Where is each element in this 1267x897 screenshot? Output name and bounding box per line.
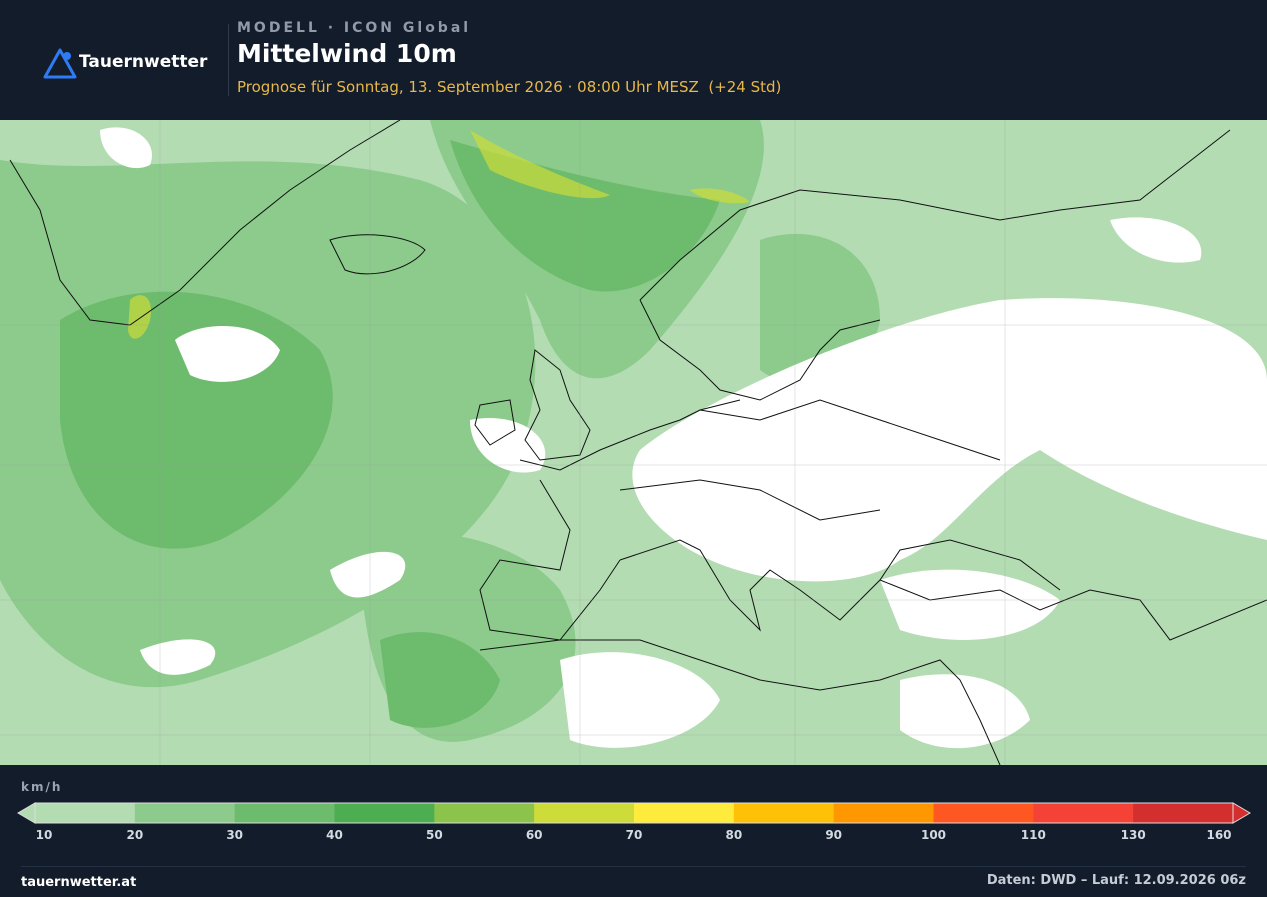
scale-tick-label: 110: [1021, 828, 1046, 842]
brand[interactable]: Tauernwetter: [79, 52, 208, 72]
scale-tick-label: 30: [226, 828, 243, 842]
scale-segment: [134, 803, 236, 823]
scale-tick-label: 100: [921, 828, 946, 842]
scale-segment: [35, 803, 136, 823]
scale-segment: [334, 803, 435, 823]
scale-tick-label: 80: [725, 828, 742, 842]
model-label: MODELL · ICON Global: [237, 20, 472, 36]
forecast-time: Prognose für Sonntag, 13. September 2026…: [237, 78, 782, 96]
scale-segment: [434, 803, 535, 823]
legend-unit: km/h: [21, 780, 63, 794]
data-source: Daten: DWD – Lauf: 12.09.2026 06z: [986, 873, 1246, 888]
scale-tick-label: 60: [526, 828, 543, 842]
scale-segment: [1133, 803, 1234, 823]
scale-tick-label: 20: [126, 828, 143, 842]
scale-segment: [833, 803, 934, 823]
scale-tick-label: 130: [1121, 828, 1146, 842]
wind-map: [0, 120, 1267, 765]
scale-tick-label: 160: [1206, 828, 1231, 842]
scale-tick-label: 70: [626, 828, 643, 842]
header: Tauernwetter MODELL · ICON Global Mittel…: [0, 0, 1267, 120]
divider: [228, 24, 229, 96]
map-title: Mittelwind 10m: [237, 39, 457, 68]
scale-segment: [634, 803, 735, 823]
color-scale: 10 20 30 40 50 60 70 80 90 100 110 130 160: [17, 802, 1251, 842]
scale-tick-label: 40: [326, 828, 343, 842]
scale-segment: [534, 803, 635, 823]
site-link[interactable]: tauernwetter.at: [21, 875, 137, 890]
scale-tick-label: 10: [36, 828, 53, 842]
scale-arrow-right: [1232, 802, 1251, 824]
logo-icon: [43, 48, 77, 79]
scale-segment: [933, 803, 1034, 823]
scale-segment: [234, 803, 335, 823]
scale-segment: [733, 803, 835, 823]
scale-tick-label: 90: [825, 828, 842, 842]
scale-tick-label: 50: [426, 828, 443, 842]
divider: [21, 866, 1246, 867]
scale-segment: [1033, 803, 1134, 823]
scale-outline: [34, 802, 1234, 824]
scale-arrow-left: [17, 802, 36, 824]
